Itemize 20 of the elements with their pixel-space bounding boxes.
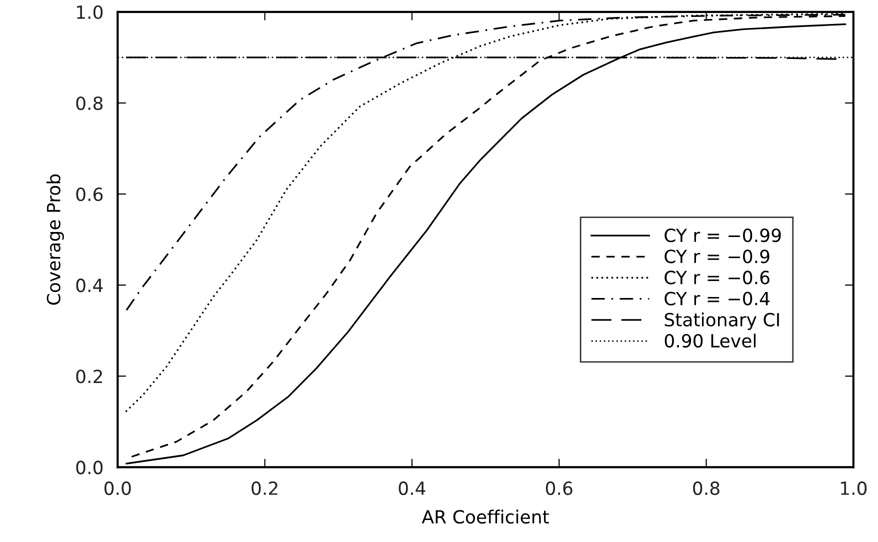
x-tick-label: 1.0	[841, 481, 867, 496]
legend-label: CY r = −0.4	[664, 292, 770, 306]
y-tick-label: 0.2	[76, 370, 102, 384]
x-tick-label: 0.2	[252, 481, 278, 496]
x-tick-label: 0.6	[546, 481, 572, 496]
x-tick-label: 0.8	[693, 481, 720, 496]
legend-label: CY r = −0.9	[664, 250, 770, 264]
y-tick-label: 0.4	[76, 278, 103, 292]
y-tick-label: 0.8	[76, 96, 103, 110]
y-tick-label: 1.0	[77, 5, 103, 20]
y-tick-label: 0.0	[76, 460, 103, 474]
legend-label: CY r = −0.6	[664, 270, 770, 284]
legend-label: 0.90 Level	[664, 334, 756, 348]
x-axis-title: AR Coefficient	[422, 510, 549, 524]
y-tick-label: 0.6	[76, 187, 103, 202]
legend-label: Stationary CI	[664, 312, 779, 330]
legend-label: CY r = −0.99	[664, 228, 781, 242]
x-tick-label: 0.0	[104, 481, 131, 496]
y-axis-title: Coverage Prob	[46, 174, 64, 305]
x-tick-label: 0.4	[398, 481, 426, 496]
